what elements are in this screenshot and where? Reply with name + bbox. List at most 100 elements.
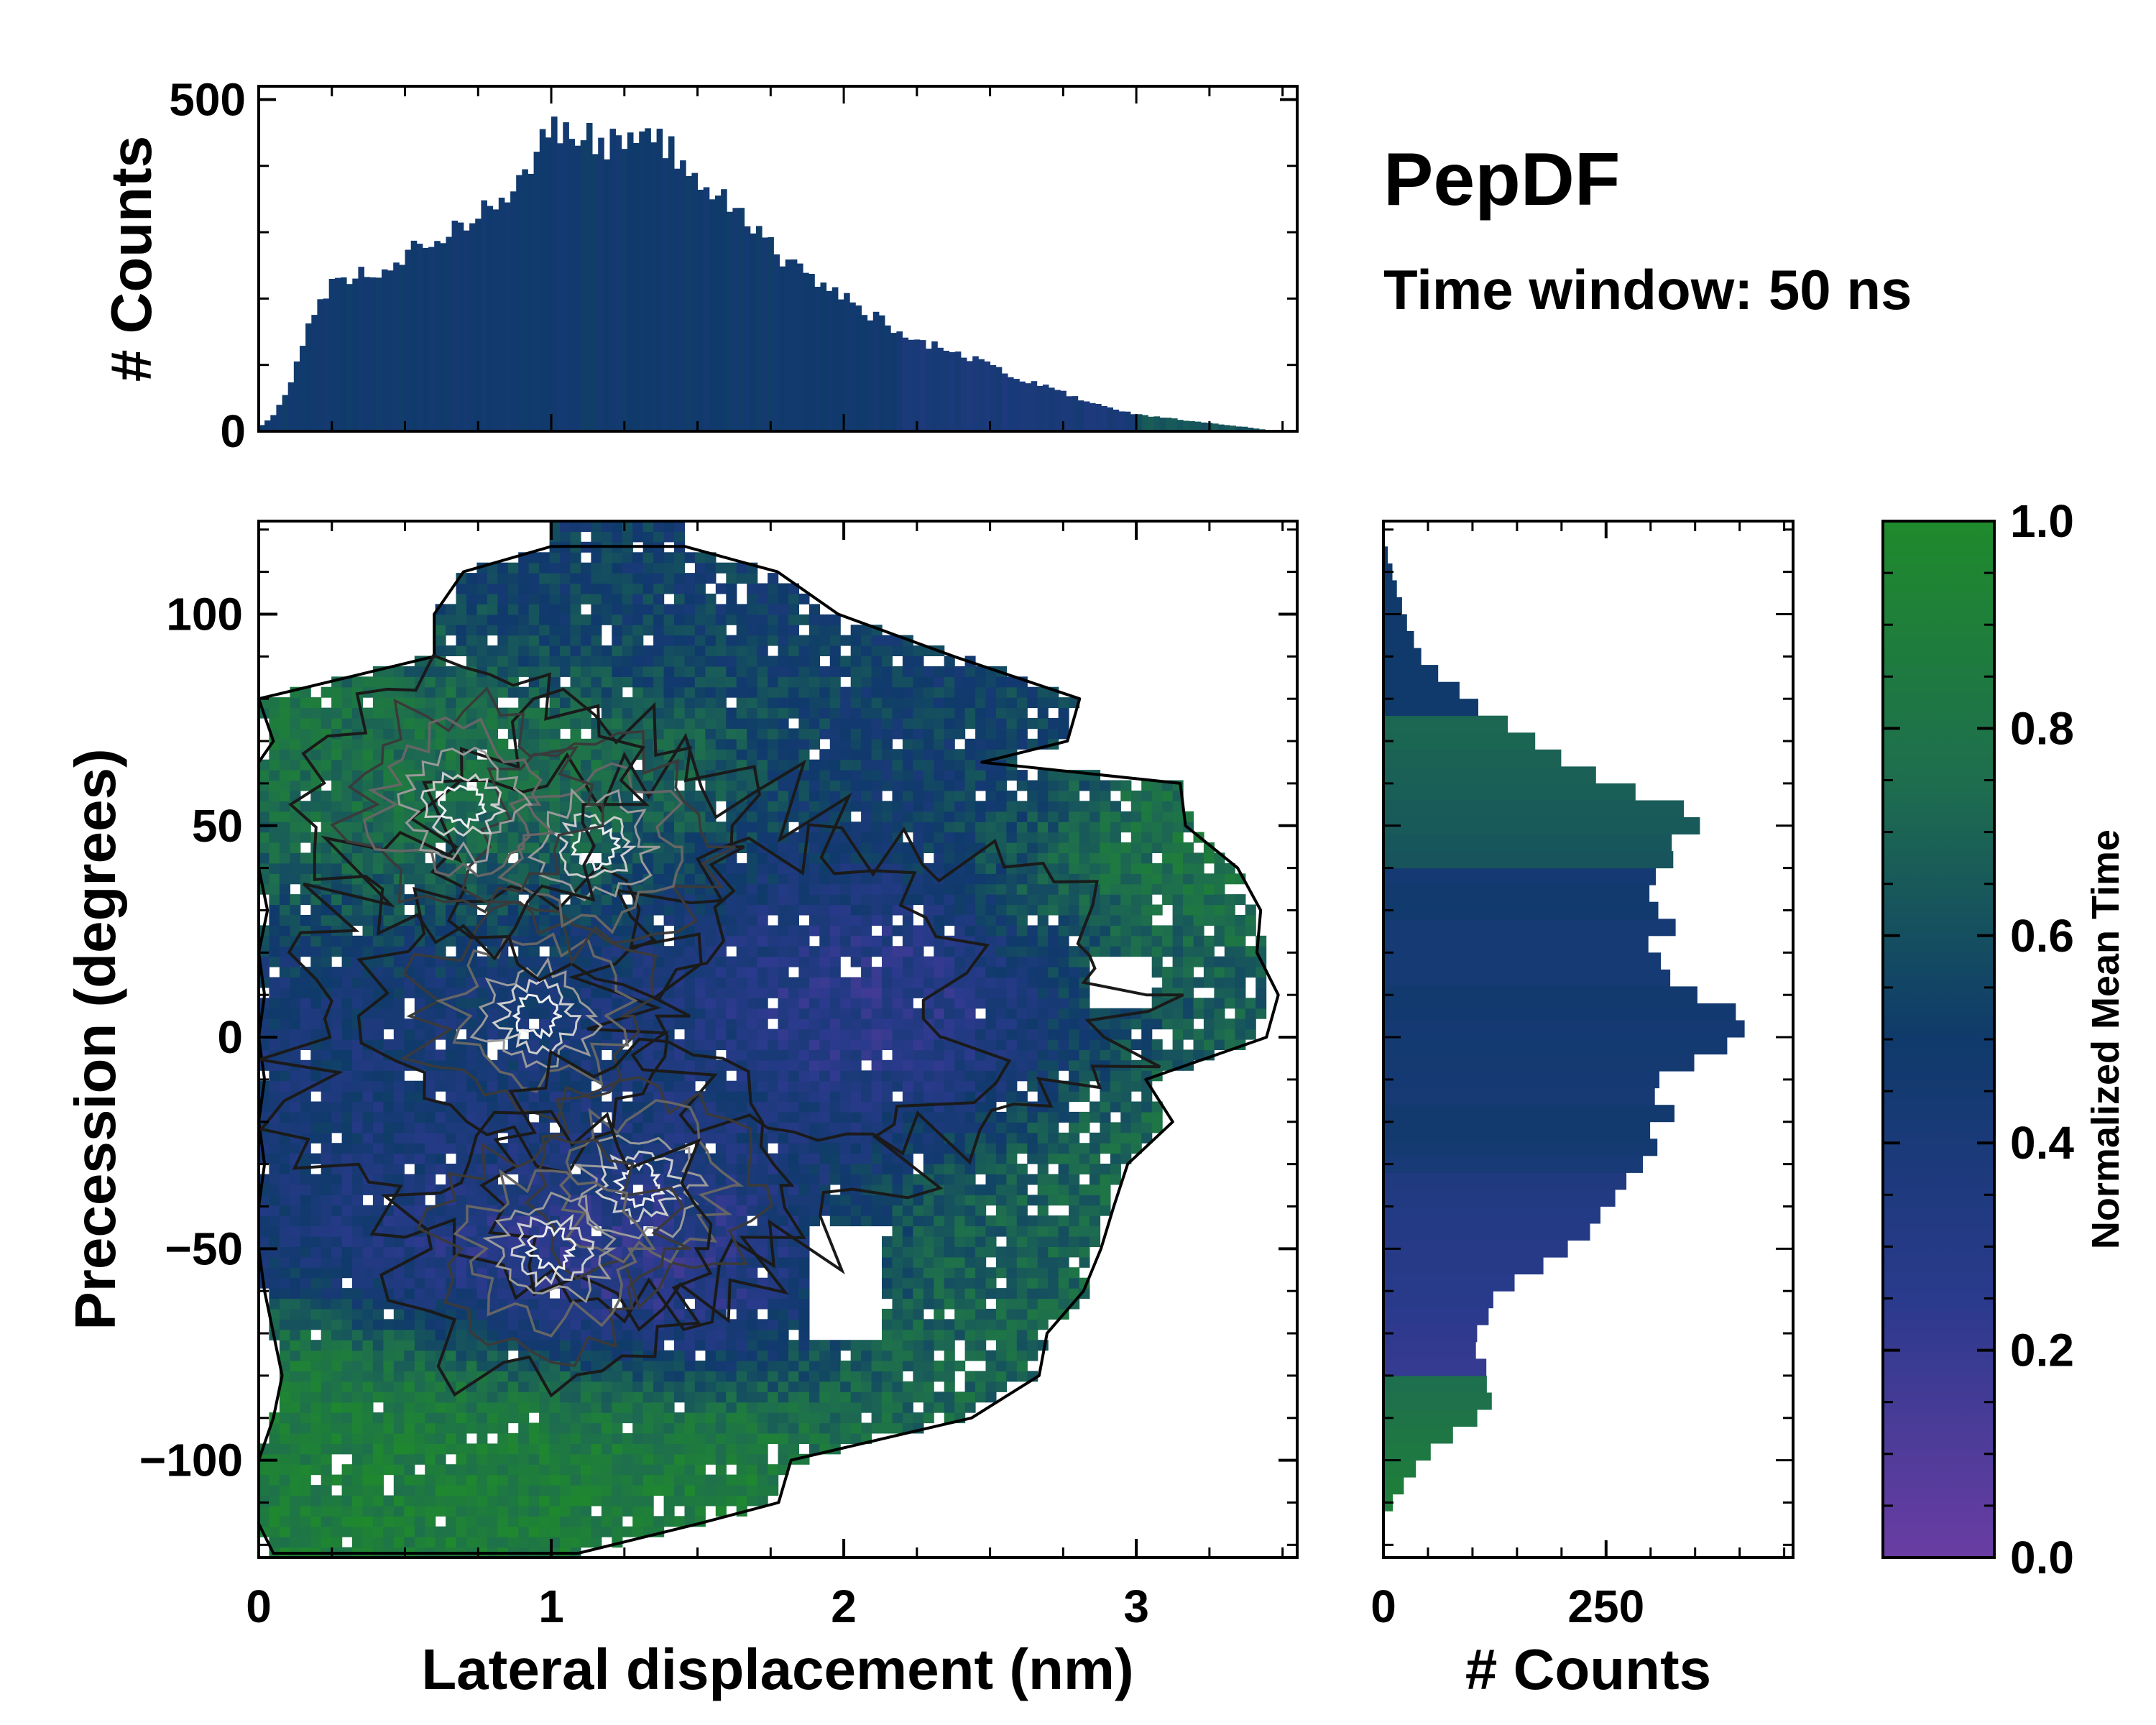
heatmap-cell (798, 1433, 810, 1444)
heatmap-cell (1037, 1246, 1049, 1258)
heatmap-cell (580, 1526, 591, 1537)
heatmap-cell (778, 946, 789, 957)
heatmap-cell (341, 946, 353, 957)
heatmap-cell (414, 1288, 425, 1300)
heatmap-cell (383, 1537, 395, 1548)
heatmap-cell (331, 1059, 343, 1071)
heatmap-cell (446, 1070, 457, 1082)
heatmap-cell (290, 1111, 301, 1123)
heatmap-cell (487, 1164, 498, 1174)
heatmap-cell (871, 1205, 883, 1216)
heatmap-cell (612, 1402, 623, 1413)
top-histogram-bar (592, 154, 599, 431)
heatmap-cell (923, 1267, 934, 1279)
heatmap-cell (726, 1195, 737, 1206)
heatmap-cell (954, 1361, 966, 1371)
heatmap-cell (466, 1485, 478, 1496)
heatmap-cell (653, 967, 665, 978)
heatmap-cell (331, 1174, 343, 1185)
heatmap-cell (507, 1381, 519, 1392)
heatmap-cell (331, 1422, 343, 1434)
heatmap-cell (1048, 1111, 1059, 1123)
heatmap-cell (788, 1205, 799, 1216)
heatmap-cell (808, 1195, 820, 1206)
heatmap-cell (1079, 1122, 1090, 1133)
heatmap-cell (310, 1526, 322, 1537)
heatmap-cell (747, 1371, 758, 1382)
heatmap-cell (456, 1132, 467, 1144)
heatmap-cell (663, 1392, 675, 1403)
heatmap-cell (300, 1505, 311, 1517)
heatmap-cell (964, 1381, 976, 1392)
heatmap-cell (300, 1526, 311, 1537)
heatmap-cell (829, 1091, 841, 1103)
heatmap-cell (518, 1526, 530, 1537)
heatmap-cell (934, 1174, 945, 1185)
heatmap-cell (705, 1132, 717, 1144)
heatmap-cell (808, 1153, 820, 1164)
heatmap-cell (435, 1505, 446, 1517)
heatmap-cell (560, 1392, 571, 1403)
heatmap-cell (1079, 1236, 1090, 1247)
heatmap-cell (892, 1412, 903, 1424)
heatmap-cell (372, 1018, 384, 1030)
heatmap-cell (798, 1195, 810, 1206)
heatmap-cell (269, 935, 280, 947)
top-histogram-bar (270, 415, 277, 431)
heatmap-cell (425, 1412, 436, 1424)
heatmap-cell (414, 1361, 425, 1371)
heatmap-cell (269, 1474, 280, 1486)
top-histogram-bar (604, 159, 610, 431)
heatmap-cell (808, 925, 820, 937)
heatmap-cell (985, 1122, 997, 1133)
heatmap-cell (1110, 894, 1121, 906)
heatmap-cell (934, 915, 945, 926)
heatmap-cell (466, 1412, 478, 1424)
heatmap-cell (1048, 1143, 1059, 1154)
heatmap-cell (404, 1464, 415, 1476)
heatmap-cell (768, 1371, 779, 1382)
heatmap-cell (882, 1381, 893, 1392)
heatmap-cell (964, 1246, 976, 1258)
heatmap-cell (892, 1225, 903, 1237)
heatmap-cell (476, 883, 488, 895)
top-histogram-bar (498, 198, 505, 431)
heatmap-cell (425, 915, 436, 926)
heatmap-cell (1193, 883, 1204, 895)
heatmap-cell (1183, 1008, 1194, 1019)
heatmap-cell (1079, 1143, 1090, 1154)
heatmap-cell (352, 1277, 364, 1289)
heatmap-cell (1089, 946, 1101, 957)
heatmap-cell (726, 1402, 737, 1413)
top-histogram-bar (293, 361, 300, 431)
heatmap-cell (798, 1164, 810, 1174)
heatmap-cell (726, 1039, 737, 1050)
heatmap-cell (1089, 1225, 1101, 1237)
heatmap-cell (507, 1443, 519, 1455)
heatmap-cell (923, 1381, 934, 1392)
heatmap-cell (964, 998, 976, 1009)
heatmap-cell (747, 1132, 758, 1144)
heatmap-cell (549, 1412, 561, 1424)
heatmap-cell (331, 1184, 343, 1195)
heatmap-cell (1016, 935, 1028, 947)
heatmap-cell (435, 1070, 446, 1082)
heatmap-cell (1027, 925, 1038, 937)
heatmap-cell (601, 1205, 612, 1216)
heatmap-cell (1037, 925, 1049, 937)
heatmap-cell (964, 904, 976, 916)
heatmap-cell (996, 1184, 1008, 1195)
heatmap-cell (446, 1111, 457, 1123)
heatmap-cell (570, 1516, 581, 1527)
heatmap-cell (352, 1049, 364, 1061)
heatmap-cell (1069, 1288, 1080, 1300)
heatmap-cell (1172, 894, 1184, 906)
heatmap-cell (518, 1464, 530, 1476)
top-histogram-bar (1054, 390, 1061, 431)
heatmap-cell (653, 1443, 665, 1455)
heatmap-cell (954, 1256, 966, 1268)
heatmap-cell (300, 1122, 311, 1133)
heatmap-cell (372, 1029, 384, 1040)
heatmap-cell (310, 998, 322, 1009)
heatmap-cell (393, 987, 405, 998)
